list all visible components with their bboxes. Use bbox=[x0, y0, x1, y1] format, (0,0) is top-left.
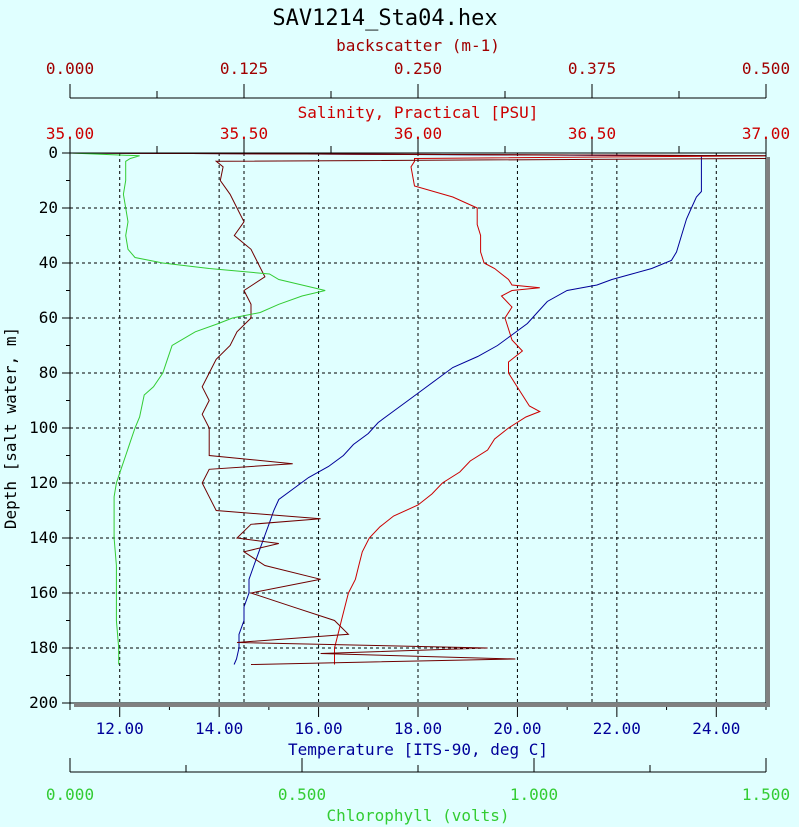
salinity-tick-label: 37.00 bbox=[742, 124, 790, 143]
backscatter-axis-label: backscatter (m-1) bbox=[336, 36, 500, 55]
chlorophyll-axis-label: Chlorophyll (volts) bbox=[326, 806, 509, 825]
depth-tick-label: 20 bbox=[39, 198, 58, 217]
plot-shadow-right bbox=[766, 157, 770, 707]
plot-shadow-bottom bbox=[74, 703, 770, 707]
backscatter-tick-label: 0.000 bbox=[46, 59, 94, 78]
depth-tick-label: 40 bbox=[39, 253, 58, 272]
salinity-tick-label: 35.50 bbox=[220, 124, 268, 143]
depth-tick-label: 100 bbox=[29, 418, 58, 437]
temperature-profile-line bbox=[74, 152, 702, 665]
temperature-tick-label: 14.00 bbox=[195, 719, 243, 738]
depth-tick-label: 160 bbox=[29, 583, 58, 602]
temperature-tick-label: 24.00 bbox=[692, 719, 740, 738]
backscatter-profile-line bbox=[69, 152, 767, 665]
axes-layer: 0 20 40 60 80 100 120 140 160 180 200 Depth [salt w… bbox=[1, 36, 790, 825]
salinity-tick-label: 36.00 bbox=[394, 124, 442, 143]
depth-tick-label: 140 bbox=[29, 528, 58, 547]
salinity-tick-label: 35.00 bbox=[46, 124, 94, 143]
salinity-tick-label: 36.50 bbox=[568, 124, 616, 143]
depth-tick-label: 180 bbox=[29, 638, 58, 657]
temperature-tick-label: 18.00 bbox=[394, 719, 442, 738]
temperature-axis-label: Temperature [ITS-90, deg C] bbox=[288, 740, 548, 759]
depth-tick-label: 200 bbox=[29, 693, 58, 712]
chlorophyll-tick-label: 0.500 bbox=[278, 785, 326, 804]
depth-tick-label: 60 bbox=[39, 308, 58, 327]
depth-tick-label: 0 bbox=[48, 143, 58, 162]
backscatter-tick-label: 0.250 bbox=[394, 59, 442, 78]
temperature-tick-label: 12.00 bbox=[96, 719, 144, 738]
chart-title: SAV1214_Sta04.hex bbox=[272, 6, 497, 31]
backscatter-tick-label: 0.500 bbox=[742, 59, 790, 78]
temperature-tick-label: 16.00 bbox=[294, 719, 342, 738]
temperature-tick-label: 22.00 bbox=[593, 719, 641, 738]
depth-tick-label: 80 bbox=[39, 363, 58, 382]
chlorophyll-tick-label: 1.000 bbox=[510, 785, 558, 804]
salinity-profile-line bbox=[69, 152, 767, 665]
grid-layer bbox=[70, 153, 766, 703]
chlorophyll-profile-line bbox=[69, 152, 326, 665]
chlorophyll-tick-label: 1.500 bbox=[742, 785, 790, 804]
backscatter-tick-label: 0.375 bbox=[568, 59, 616, 78]
depth-tick-label: 120 bbox=[29, 473, 58, 492]
chlorophyll-tick-label: 0.000 bbox=[46, 785, 94, 804]
series-layer bbox=[69, 152, 767, 665]
salinity-axis-label: Salinity, Practical [PSU] bbox=[298, 103, 539, 122]
backscatter-tick-label: 0.125 bbox=[220, 59, 268, 78]
temperature-tick-label: 20.00 bbox=[493, 719, 541, 738]
depth-axis-label: Depth [salt water, m] bbox=[1, 327, 20, 529]
